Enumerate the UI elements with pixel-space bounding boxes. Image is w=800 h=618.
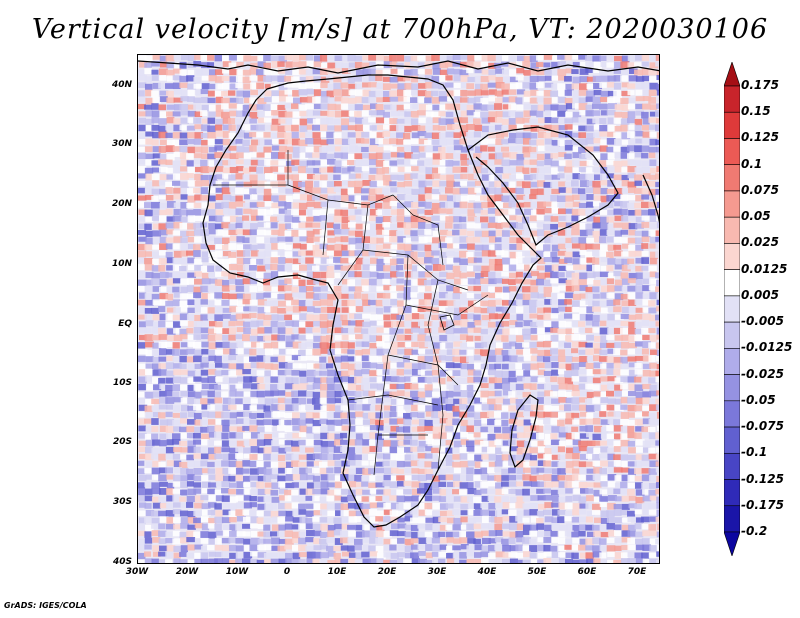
lake-victoria — [439, 314, 455, 331]
chart-title: Vertical velocity [m/s] at 700hPa, VT: 2… — [31, 14, 769, 45]
lat-label-40n: 40N — [111, 80, 132, 90]
colorbar-bin-8 — [724, 269, 740, 297]
colorbar-label: -0.0125 — [741, 340, 793, 355]
country-borders — [213, 150, 489, 476]
colorbar-label: 0.0125 — [741, 261, 788, 276]
lon-label-30e: 30E — [427, 567, 447, 577]
colorbar-bin-4 — [724, 164, 740, 192]
colorbar-bin-17 — [724, 505, 740, 533]
colorbar-bin-2 — [724, 111, 740, 139]
colorbar-bin-6 — [724, 216, 740, 244]
colorbar-label: 0.05 — [741, 209, 771, 224]
africa-coastline — [202, 74, 542, 528]
colorbar-bin-1 — [724, 85, 740, 113]
colorbar-label: 0.025 — [741, 235, 779, 250]
colorbar-label: 0.005 — [741, 287, 779, 302]
lat-label-20s: 20S — [112, 437, 132, 447]
colorbar-label: -0.005 — [741, 314, 784, 329]
lat-label-30s: 30S — [112, 497, 132, 507]
colorbar-bin-10 — [724, 321, 740, 349]
lon-label-70e: 70E — [627, 567, 647, 577]
colorbar-label: -0.1 — [741, 445, 768, 460]
colorbar-bin-9 — [724, 295, 740, 323]
india-coastline — [642, 174, 659, 224]
grads-credit: GrADS: IGES/COLA — [4, 601, 87, 610]
colorbar-label: 0.125 — [741, 130, 779, 145]
europe-coastline — [138, 60, 659, 74]
arabia-coastline — [467, 126, 619, 246]
lat-label-30n: 30N — [111, 139, 132, 149]
colorbar-bin-14 — [724, 426, 740, 454]
vertical-velocity-map — [138, 55, 659, 563]
colorbar-label: 0.175 — [741, 78, 779, 92]
lon-label-10e: 10E — [327, 567, 347, 577]
colorbar-label: 0.15 — [741, 104, 771, 119]
colorbar-bin-3 — [724, 138, 740, 166]
madagascar-coastline — [509, 394, 539, 469]
lon-label-0: 0 — [283, 567, 291, 577]
colorbar — [724, 62, 740, 556]
colorbar-label: -0.175 — [741, 497, 784, 512]
lon-label-40e: 40E — [477, 567, 497, 577]
colorbar-label: -0.05 — [741, 392, 776, 407]
colorbar-label: -0.2 — [741, 524, 768, 538]
colorbar-bin-7 — [724, 243, 740, 270]
colorbar-bin-0 — [724, 62, 740, 87]
colorbar-bin-13 — [724, 400, 740, 428]
map-panel — [137, 54, 660, 564]
colorbar-bin-12 — [724, 374, 740, 402]
lon-label-20e: 20E — [377, 567, 397, 577]
lon-label-60e: 60E — [577, 567, 597, 577]
lat-label-20n: 20N — [111, 199, 132, 209]
lat-label-10s: 10S — [112, 378, 132, 388]
colorbar-label: -0.075 — [741, 419, 784, 434]
colorbar-bin-16 — [724, 479, 740, 507]
lon-label-30w: 30W — [125, 567, 149, 577]
lat-label-eq: EQ — [118, 319, 132, 329]
colorbar-label: 0.075 — [741, 182, 779, 197]
lon-label-10w: 10W — [225, 567, 249, 577]
colorbar-label: 0.1 — [741, 156, 763, 171]
lat-label-40s: 40S — [112, 557, 132, 567]
lat-label-10n: 10N — [111, 259, 132, 269]
colorbar-label: -0.025 — [741, 366, 784, 381]
colorbar-bin-15 — [724, 452, 740, 480]
colorbar-label: -0.125 — [741, 471, 784, 486]
colorbar-bin-5 — [724, 190, 740, 218]
colorbar-bin-11 — [724, 348, 740, 375]
colorbar-bin-18 — [724, 531, 740, 556]
lon-label-20w: 20W — [175, 567, 199, 577]
lon-label-50e: 50E — [527, 567, 547, 577]
